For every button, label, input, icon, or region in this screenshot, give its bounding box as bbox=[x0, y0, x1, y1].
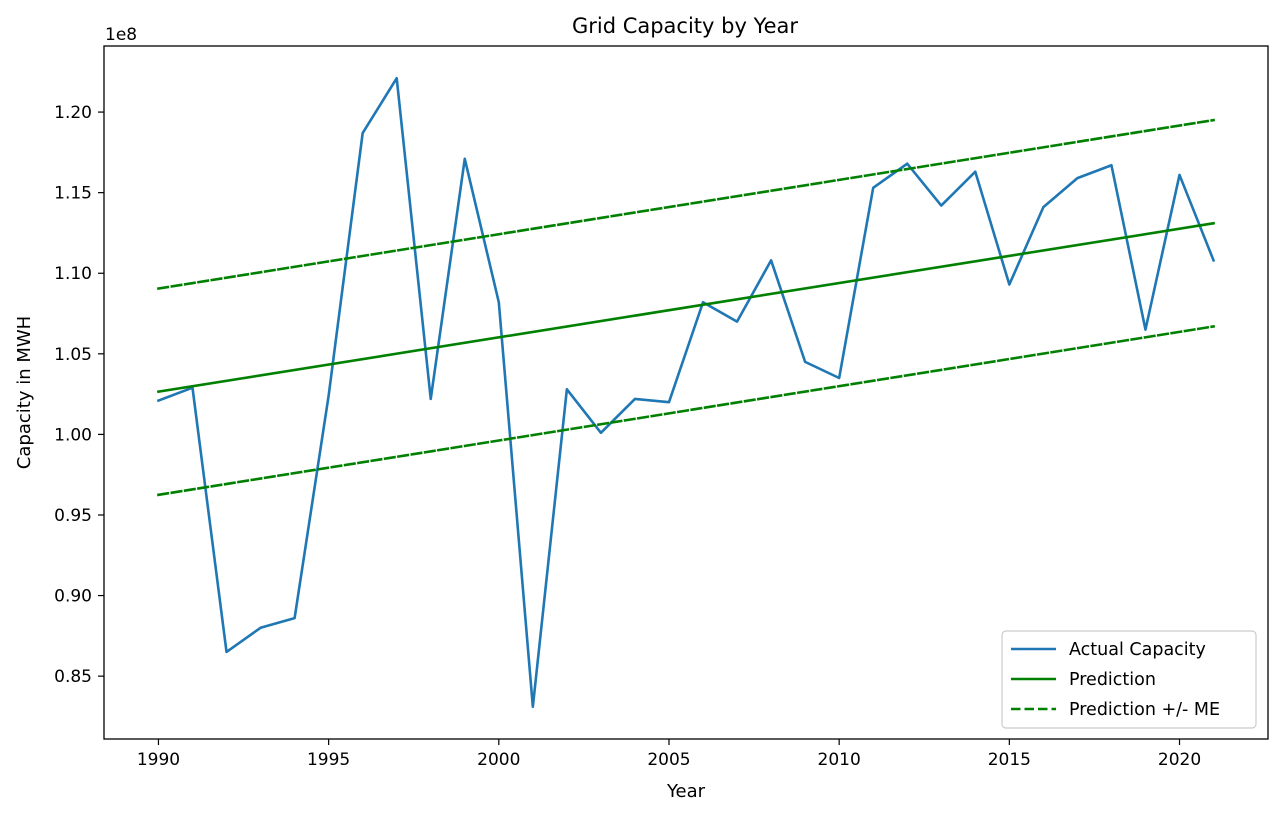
y-tick-label: 1.05 bbox=[54, 345, 92, 365]
x-tick-label: 1995 bbox=[307, 750, 350, 770]
x-tick-label: 1990 bbox=[137, 750, 180, 770]
y-axis-label: Capacity in MWH bbox=[14, 316, 35, 469]
series-line-3 bbox=[156, 324, 1216, 497]
legend-label-0: Actual Capacity bbox=[1069, 640, 1206, 660]
series-layer bbox=[156, 76, 1216, 709]
x-tick-label: 2010 bbox=[818, 750, 861, 770]
y-tick-label: 0.95 bbox=[54, 506, 92, 526]
x-tick-label: 2000 bbox=[477, 750, 520, 770]
series-line-1 bbox=[156, 221, 1216, 394]
plot-frame bbox=[103, 45, 1269, 740]
y-tick-label: 0.85 bbox=[54, 667, 92, 687]
legend-label-2: Prediction +/- ME bbox=[1069, 700, 1220, 720]
chart-title: Grid Capacity by Year bbox=[572, 14, 798, 38]
y-tick-label: 1.10 bbox=[54, 264, 92, 284]
y-axis-multiplier: 1e8 bbox=[105, 25, 137, 45]
y-tick-label: 0.90 bbox=[54, 587, 92, 607]
x-tick-label: 2015 bbox=[988, 750, 1031, 770]
x-tick-label: 2005 bbox=[647, 750, 690, 770]
y-tick-label: 1.00 bbox=[54, 425, 92, 445]
series-line-2 bbox=[156, 118, 1216, 291]
legend-box bbox=[1001, 630, 1257, 729]
y-tick-label: 1.20 bbox=[54, 103, 92, 123]
series-line-0 bbox=[156, 76, 1216, 709]
legend: Actual Capacity Prediction Prediction +/- … bbox=[1001, 630, 1257, 729]
x-axis-label: Year bbox=[666, 781, 706, 802]
x-tick-label: 2020 bbox=[1158, 750, 1201, 770]
x-axis: 1990 1995 2000 2005 2010 2015 2020 bbox=[137, 739, 1201, 770]
y-tick-label: 1.15 bbox=[54, 184, 92, 204]
legend-label-1: Prediction bbox=[1069, 670, 1156, 690]
y-axis: 0.85 0.90 0.95 1.00 1.05 1.10 1.15 1.20 bbox=[54, 103, 104, 687]
